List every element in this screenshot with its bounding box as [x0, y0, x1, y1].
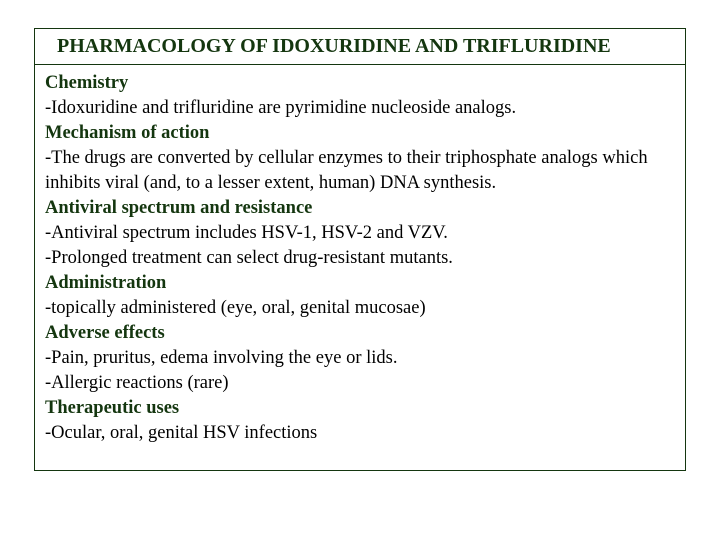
heading-administration: Administration: [45, 271, 675, 296]
line-spectrum-1: -Antiviral spectrum includes HSV-1, HSV-…: [45, 221, 675, 246]
line-adverse-2: -Allergic reactions (rare): [45, 371, 675, 396]
heading-chemistry: Chemistry: [45, 71, 675, 96]
heading-spectrum: Antiviral spectrum and resistance: [45, 196, 675, 221]
heading-adverse: Adverse effects: [45, 321, 675, 346]
line-administration-1: -topically administered (eye, oral, geni…: [45, 296, 675, 321]
title-box: PHARMACOLOGY OF IDOXURIDINE AND TRIFLURI…: [34, 28, 686, 65]
line-chemistry-1: -Idoxuridine and trifluridine are pyrimi…: [45, 96, 675, 121]
line-spectrum-2: -Prolonged treatment can select drug-res…: [45, 246, 675, 271]
heading-therapeutic: Therapeutic uses: [45, 396, 675, 421]
line-adverse-1: -Pain, pruritus, edema involving the eye…: [45, 346, 675, 371]
heading-mechanism: Mechanism of action: [45, 121, 675, 146]
content-box: Chemistry -Idoxuridine and trifluridine …: [34, 65, 686, 471]
slide-title: PHARMACOLOGY OF IDOXURIDINE AND TRIFLURI…: [45, 35, 675, 58]
slide-container: PHARMACOLOGY OF IDOXURIDINE AND TRIFLURI…: [0, 0, 720, 499]
line-therapeutic-1: -Ocular, oral, genital HSV infections: [45, 421, 675, 446]
line-mechanism-1: -The drugs are converted by cellular enz…: [45, 146, 675, 196]
